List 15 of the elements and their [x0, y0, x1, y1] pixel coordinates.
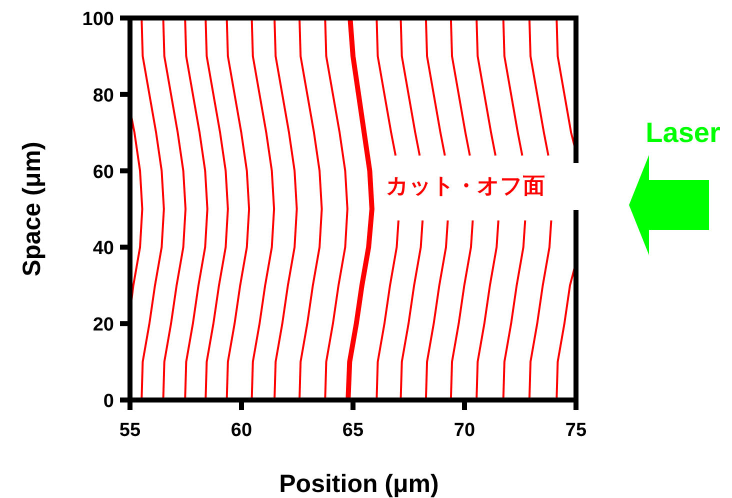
y-tick-label: 80	[92, 85, 114, 106]
x-tick-label: 65	[342, 420, 364, 441]
y-tick-label: 20	[92, 314, 114, 336]
y-tick-label: 40	[92, 238, 114, 260]
y-tick-label: 60	[92, 162, 114, 183]
x-tick-label: 75	[565, 420, 587, 441]
series-label: カット・オフ面	[386, 173, 545, 198]
y-tick-label: 100	[82, 9, 114, 30]
y-tick-label: 0	[103, 391, 114, 412]
y-axis-title: Space (μm)	[18, 142, 46, 276]
x-tick-label: 70	[454, 420, 476, 441]
text: Laser	[646, 117, 720, 148]
x-tick-label: 60	[230, 420, 252, 441]
x-tick-label: 55	[119, 420, 141, 441]
x-axis-title: Position (μm)	[279, 470, 439, 498]
